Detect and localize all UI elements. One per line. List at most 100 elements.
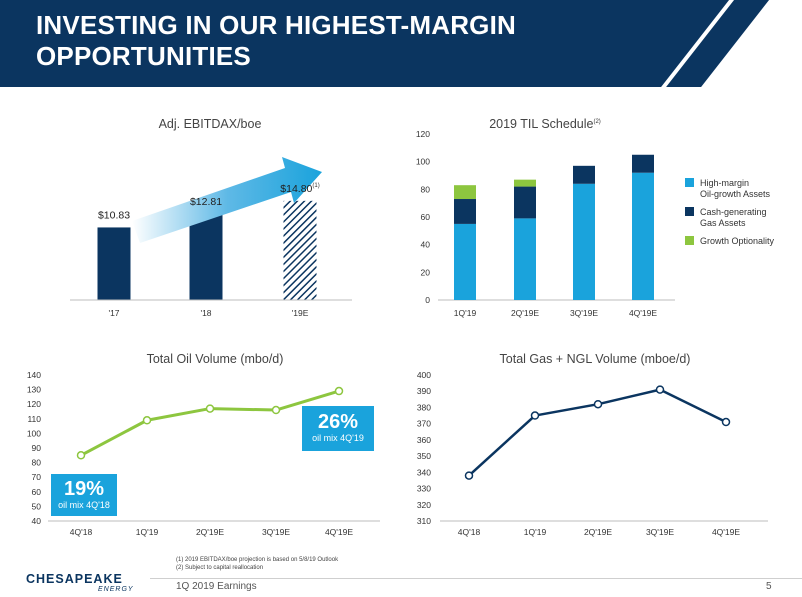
til-chart-title: 2019 TIL Schedule(2) [489, 117, 601, 131]
oil-x-tick: 2Q'19E [196, 527, 224, 537]
gas-y-tick: 390 [417, 386, 431, 396]
gas-data-point [464, 471, 474, 480]
til-y-tick: 20 [421, 267, 431, 277]
ebitdax-value-text: $10.83 [98, 209, 130, 221]
legend-label: High-margin [700, 178, 749, 188]
ebitdax-bar [283, 200, 317, 300]
oil-mix-callout-4q18: 19% oil mix 4Q'18 [51, 474, 117, 516]
footnote-2: (2) Subject to capital reallocation [176, 565, 264, 571]
company-logo: CHESAPEAKE ENERGY [26, 572, 133, 596]
oil-data-point [205, 404, 215, 413]
slide-title-line2: OPPORTUNITIES [36, 41, 251, 71]
page-number: 5 [766, 581, 772, 592]
gas-x-tick: 1Q'19 [524, 527, 547, 537]
til-y-tick: 80 [421, 184, 431, 194]
gas-ngl-volume-line-chart: Total Gas + NGL Volume (mboe/d) 310 320 33… [417, 352, 768, 537]
oil-y-tick: 60 [32, 487, 42, 497]
logo-subtitle: ENERGY [98, 586, 134, 593]
oil-y-tick: 40 [32, 516, 42, 526]
til-bar-segment [454, 199, 476, 224]
til-bar-segment [573, 183, 595, 300]
oil-data-point [142, 416, 152, 425]
oil-y-tick: 130 [27, 385, 41, 395]
til-bar-segment [573, 165, 595, 184]
legend-label: Cash-generating [700, 207, 767, 217]
oil-y-tick: 100 [27, 428, 41, 438]
ebitdax-value-text: $14.80 [280, 183, 312, 195]
oil-x-tick: 4Q'18 [70, 527, 93, 537]
gas-y-tick: 400 [417, 370, 431, 380]
gas-x-tick: 4Q'19E [712, 527, 740, 537]
gas-y-tick: 360 [417, 435, 431, 445]
oil-data-point [334, 386, 344, 396]
oil-x-tick: 4Q'19E [325, 527, 353, 537]
oil-series-line [80, 389, 340, 457]
oil-mix-4q18-value: 19% [63, 478, 105, 500]
ebitdax-value-label: $12.81 [190, 196, 222, 208]
gas-x-tick: 2Q'19E [584, 527, 612, 537]
gas-data-point [721, 417, 731, 427]
gas-y-tick: 340 [417, 467, 431, 477]
footer-presentation-name: 1Q 2019 Earnings [176, 581, 257, 592]
gas-y-tick: 380 [417, 402, 431, 412]
legend-swatch [685, 178, 694, 187]
oil-mix-callout-4q19: 26% oil mix 4Q'19 [302, 406, 374, 451]
oil-mix-4q18-label: oil mix 4Q'18 [58, 500, 110, 510]
til-bar-segment [454, 223, 476, 300]
oil-y-tick: 120 [27, 399, 41, 409]
oil-y-tick: 80 [32, 458, 42, 468]
ebitdax-bar [97, 227, 131, 300]
oil-data-point [76, 451, 86, 460]
ebitdax-footnote-mark: (1) [312, 183, 319, 189]
legend-label: Gas Assets [700, 218, 746, 228]
ebitdax-value-label: $10.83 [98, 209, 130, 221]
slide-title-line1: INVESTING IN OUR HIGHEST-MARGIN [36, 10, 517, 40]
oil-y-tick: 50 [32, 501, 42, 511]
til-y-tick: 100 [416, 157, 430, 167]
ebitdax-x-tick: '18 [200, 308, 211, 318]
title-banner: INVESTING IN OUR HIGHEST-MARGIN OPPORTUN… [0, 0, 802, 87]
gas-y-tick: 350 [417, 451, 431, 461]
oil-y-tick: 140 [27, 370, 41, 380]
til-schedule-chart: 2019 TIL Schedule(2) 0 20 40 60 80 100 120 1Q'… [416, 117, 775, 318]
oil-chart-title: Total Oil Volume (mbo/d) [147, 352, 284, 366]
ebitdax-bar [189, 214, 223, 300]
growth-arrow [132, 157, 322, 243]
oil-volume-line-chart: Total Oil Volume (mbo/d) 40 50 60 70 80 90 100… [27, 352, 380, 537]
ebitdax-value-text: $12.81 [190, 196, 222, 208]
gas-y-tick: 330 [417, 484, 431, 494]
legend-swatch [685, 236, 694, 245]
footer-divider [150, 578, 802, 579]
gas-y-tick: 320 [417, 500, 431, 510]
gas-chart-title: Total Gas + NGL Volume (mboe/d) [500, 352, 691, 366]
footnote-1: (1) 2019 EBITDAX/boe projection is based… [176, 557, 339, 563]
legend-swatch [685, 207, 694, 216]
gas-y-tick: 370 [417, 419, 431, 429]
til-bar-segment [454, 185, 476, 200]
oil-data-point [271, 405, 281, 415]
gas-data-point [655, 385, 665, 394]
ebitdax-x-tick: '17 [108, 308, 119, 318]
til-bar-segment [632, 154, 654, 173]
til-y-tick: 60 [421, 212, 431, 222]
til-x-tick: 3Q'19E [570, 308, 598, 318]
slide-title: INVESTING IN OUR HIGHEST-MARGIN OPPORTUN… [36, 10, 516, 72]
legend-label: Oil-growth Assets [700, 189, 771, 199]
oil-x-tick: 3Q'19E [262, 527, 290, 537]
ebitdax-chart-title: Adj. EBITDAX/boe [159, 117, 262, 131]
ebitdax-value-label: $14.80(1) [280, 183, 319, 195]
til-y-tick: 120 [416, 129, 430, 139]
oil-y-tick: 70 [32, 472, 42, 482]
til-bar-segment [514, 179, 536, 187]
oil-mix-4q19-label: oil mix 4Q'19 [312, 433, 364, 443]
til-bar-segment [632, 172, 654, 300]
til-bar-segment [514, 218, 536, 300]
oil-x-tick: 1Q'19 [136, 527, 159, 537]
gas-data-point [593, 399, 603, 409]
gas-x-tick: 4Q'18 [458, 527, 481, 537]
til-x-tick: 2Q'19E [511, 308, 539, 318]
til-y-tick: 0 [425, 295, 430, 305]
gas-y-tick: 310 [417, 516, 431, 526]
til-bar-segment [514, 186, 536, 219]
gas-x-tick: 3Q'19E [646, 527, 674, 537]
